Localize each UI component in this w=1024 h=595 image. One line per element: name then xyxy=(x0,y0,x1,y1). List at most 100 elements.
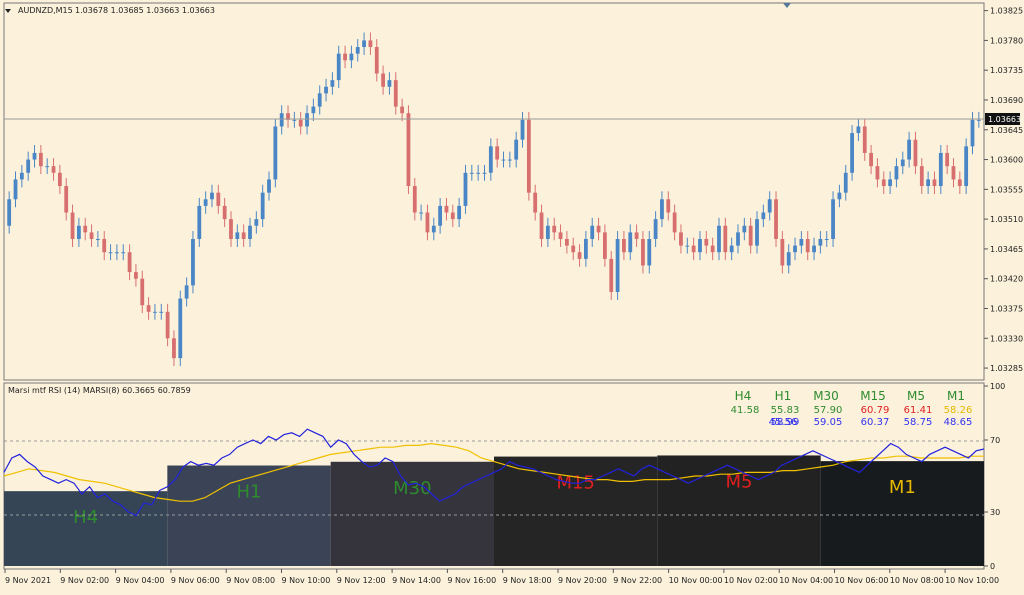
candle-body xyxy=(945,152,950,167)
time-tick-label: 9 Nov 10:00 xyxy=(282,576,331,585)
time-tick-label: 10 Nov 00:00 xyxy=(669,576,723,585)
price-tick-label: 1.03285 xyxy=(990,364,1023,373)
timeframe-block-label: H1 xyxy=(237,482,262,503)
candle-body xyxy=(679,232,683,246)
candle-body xyxy=(216,192,221,206)
time-tick-label: 10 Nov 06:00 xyxy=(835,576,889,585)
candle-body xyxy=(469,172,474,174)
candle-body xyxy=(381,73,385,87)
candle-body xyxy=(349,53,354,61)
candle-body xyxy=(761,212,766,220)
indicator-tick-label: 70 xyxy=(990,436,1000,445)
candle-body xyxy=(704,238,709,246)
candle-body xyxy=(786,252,791,266)
candles xyxy=(7,32,981,367)
candle-body xyxy=(203,199,208,206)
time-tick-label: 10 Nov 02:00 xyxy=(724,576,778,585)
candle-body xyxy=(755,219,759,246)
price-tick-label: 1.03780 xyxy=(990,36,1023,45)
candle-body xyxy=(850,133,854,173)
candle-body xyxy=(476,172,481,174)
candle-body xyxy=(539,212,544,239)
time-tick-label: 9 Nov 22:00 xyxy=(613,576,662,585)
candle-body xyxy=(229,219,233,239)
candle-body xyxy=(805,238,810,253)
candle-body xyxy=(748,225,753,246)
candle-body xyxy=(799,238,804,246)
price-axis: 1.03825 1.03780 1.03735 1.03690 1.03645 1.036… xyxy=(984,7,1023,373)
candle-body xyxy=(444,205,449,213)
price-panel-frame xyxy=(3,2,985,381)
indicator-tick-label: 0 xyxy=(990,562,995,571)
candle-body xyxy=(368,40,373,48)
timeframe-block xyxy=(167,465,331,566)
candle-body xyxy=(812,245,816,253)
candle-body xyxy=(393,80,398,107)
candle-body xyxy=(520,119,525,140)
time-tick-label: 10 Nov 08:00 xyxy=(890,576,944,585)
time-tick-label: 9 Nov 20:00 xyxy=(558,576,607,585)
candle-body xyxy=(710,245,715,253)
candle-body xyxy=(609,258,614,292)
candle-body xyxy=(932,179,937,187)
candle-body xyxy=(13,179,18,200)
candle-body xyxy=(146,305,151,312)
candle-body xyxy=(881,179,886,187)
symbol-label: AUDNZD,M15 xyxy=(18,6,73,15)
table-cell: 60.79 xyxy=(861,405,890,416)
candle-body xyxy=(653,219,658,239)
candle-body xyxy=(533,192,538,213)
candle-body xyxy=(742,225,747,233)
candle-body xyxy=(457,205,462,220)
table-cell: 60.37 xyxy=(861,417,890,428)
candle-body xyxy=(837,192,842,200)
indicator-label: Marsi mtf RSI (14) MARSI(8) 60.3665 60.7… xyxy=(8,386,191,395)
table-cell: 58.75 xyxy=(904,417,933,428)
candle-body xyxy=(273,126,278,180)
candle-body xyxy=(957,179,962,187)
candle-body xyxy=(583,238,588,259)
scroll-marker-icon[interactable] xyxy=(783,3,791,8)
candle-body xyxy=(134,272,138,279)
candle-body xyxy=(292,119,297,121)
candle-body xyxy=(298,119,303,127)
time-tick-label: 9 Nov 02:00 xyxy=(60,576,109,585)
candle-body xyxy=(900,159,905,167)
indicator-panel: H4 H1 M30 M15 M5 M1 100 70 30 0 Marsi mtf RSI (1… xyxy=(3,382,1005,571)
time-tick-label: 9 Nov 04:00 xyxy=(116,576,165,585)
rsi-line xyxy=(3,428,985,517)
candle-body xyxy=(717,225,721,253)
price-tick-label: 1.03465 xyxy=(990,245,1023,254)
price-tick-label: 1.03735 xyxy=(990,66,1023,75)
time-tick-label: 9 Nov 14:00 xyxy=(392,576,441,585)
candle-body xyxy=(387,80,392,87)
candle-body xyxy=(324,86,328,94)
candle-body xyxy=(305,113,309,127)
price-tick-label: 1.03690 xyxy=(990,96,1023,105)
price-tick-label: 1.03645 xyxy=(990,126,1023,135)
table-cell: 59.05 xyxy=(814,417,843,428)
candle-body xyxy=(172,338,176,359)
candle-body xyxy=(590,225,595,239)
last-price-label: 1.03663 xyxy=(988,115,1021,124)
candle-body xyxy=(919,166,924,187)
candle-body xyxy=(311,106,316,114)
candle-body xyxy=(222,205,227,220)
candle-body xyxy=(19,172,24,180)
candle-body xyxy=(89,232,94,239)
candle-body xyxy=(254,219,259,226)
candle-body xyxy=(362,40,366,48)
candle-body xyxy=(666,199,671,213)
candle-body xyxy=(691,245,696,253)
chevron-down-icon[interactable] xyxy=(5,9,11,13)
candle-body xyxy=(571,245,576,253)
table-cell: 58.99 xyxy=(771,417,800,428)
candle-body xyxy=(482,172,487,174)
table-header-cell: H1 xyxy=(775,389,792,403)
candle-body xyxy=(672,212,677,233)
price-panel: 1.03825 1.03780 1.03735 1.03690 1.03645 1.036… xyxy=(3,2,1023,381)
candle-body xyxy=(888,179,893,187)
candle-body xyxy=(495,146,500,160)
candle-body xyxy=(488,146,493,173)
